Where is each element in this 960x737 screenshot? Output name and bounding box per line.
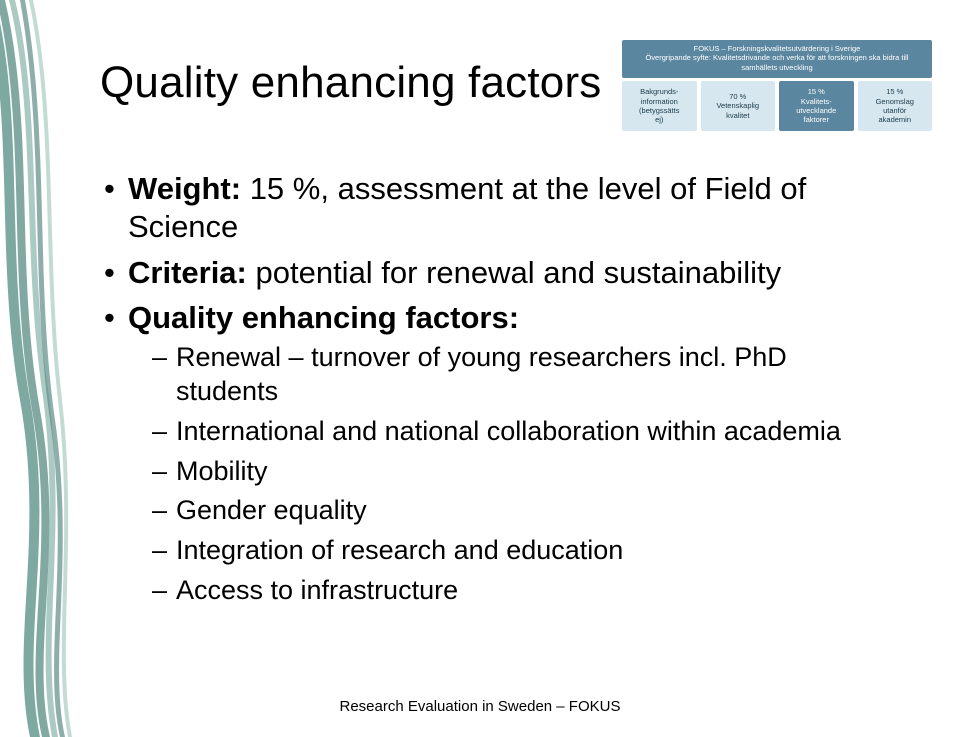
bullet-weight-label: Weight: <box>128 171 241 206</box>
sub-bullet-infrastructure: Access to infrastructure <box>128 574 890 608</box>
fokus-diagram: FOKUS – Forskningskvalitetsutvärdering i… <box>622 40 932 131</box>
sub-bullet-mobility: Mobility <box>128 455 890 489</box>
sub-bullet-gender: Gender equality <box>128 494 890 528</box>
fokus-diagram-header: FOKUS – Forskningskvalitetsutvärdering i… <box>622 40 932 78</box>
bullet-list: Weight: 15 %, assessment at the level of… <box>100 170 890 608</box>
bullet-criteria-label: Criteria: <box>128 255 247 290</box>
content-area: Weight: 15 %, assessment at the level of… <box>100 170 890 616</box>
bullet-criteria: Criteria: potential for renewal and sust… <box>100 254 890 292</box>
slide: Quality enhancing factors FOKUS – Forskn… <box>0 0 960 737</box>
fokus-cell-quality-factors: 15 % Kvalitets- utvecklande faktorer <box>779 81 854 131</box>
bullet-factors-label: Quality enhancing factors: <box>128 300 519 335</box>
bullet-factors: Quality enhancing factors: Renewal – tur… <box>100 299 890 607</box>
page-title: Quality enhancing factors <box>100 58 602 108</box>
bullet-criteria-text: potential for renewal and sustainability <box>247 255 781 290</box>
fokus-cell-scientific-quality: 70 % Vetenskaplig kvalitet <box>701 81 776 131</box>
sub-bullet-collaboration: International and national collaboration… <box>128 415 890 449</box>
wave-decoration <box>0 0 85 737</box>
fokus-cell-impact: 15 % Genomslag utanför akademin <box>858 81 933 131</box>
fokus-header-line2: Övergripande syfte: Kvalitetsdrivande oc… <box>628 53 926 72</box>
footer-text: Research Evaluation in Sweden – FOKUS <box>0 698 960 715</box>
fokus-header-line1: FOKUS – Forskningskvalitetsutvärdering i… <box>628 44 926 53</box>
fokus-cell-background-info: Bakgrunds- information (betygssätts ej) <box>622 81 697 131</box>
fokus-diagram-row: Bakgrunds- information (betygssätts ej) … <box>622 81 932 131</box>
bullet-weight: Weight: 15 %, assessment at the level of… <box>100 170 890 246</box>
sub-bullet-renewal: Renewal – turnover of young researchers … <box>128 341 890 409</box>
sub-bullet-list: Renewal – turnover of young researchers … <box>128 341 890 607</box>
sub-bullet-integration: Integration of research and education <box>128 534 890 568</box>
